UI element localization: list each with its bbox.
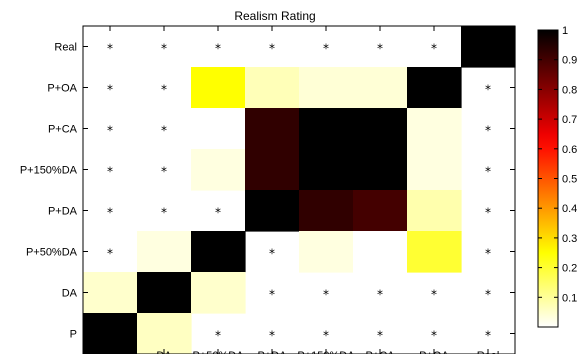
heatmap-cell xyxy=(191,272,246,314)
significance-marker: * xyxy=(485,124,491,138)
significance-marker: * xyxy=(269,288,275,302)
heatmap-cell xyxy=(353,108,408,150)
colorbar-tick-label: 0.6 xyxy=(562,144,577,156)
significance-marker: * xyxy=(269,42,275,56)
x-tick-label: Real xyxy=(477,350,500,354)
significance-marker: * xyxy=(323,42,329,56)
y-tick-label: P+50%DA xyxy=(26,247,78,259)
significance-marker: * xyxy=(161,206,167,220)
heatmap-cell xyxy=(407,67,462,109)
significance-marker: * xyxy=(431,288,437,302)
colorbar-tick-label: 0.7 xyxy=(562,114,577,126)
significance-marker: * xyxy=(215,329,221,343)
significance-marker: * xyxy=(215,42,221,56)
colorbar-tick-label: 0.2 xyxy=(562,263,577,275)
significance-marker: * xyxy=(431,329,437,343)
heatmap-cell xyxy=(245,67,300,109)
significance-marker: * xyxy=(107,83,113,97)
heatmap-cell xyxy=(461,26,516,68)
x-tick-label: P+OA xyxy=(419,350,449,354)
significance-marker: * xyxy=(269,247,275,261)
significance-marker: * xyxy=(215,206,221,220)
y-tick-label: DA xyxy=(62,288,78,300)
heatmap-cell xyxy=(407,190,462,232)
heatmap-cell xyxy=(299,108,354,150)
heatmap-cell xyxy=(407,108,462,150)
colorbar-tick-label: 0.3 xyxy=(562,233,577,245)
significance-marker: * xyxy=(269,329,275,343)
significance-marker: * xyxy=(431,42,437,56)
significance-marker: * xyxy=(485,206,491,220)
heatmap-cell xyxy=(191,67,246,109)
heatmap-cell xyxy=(299,67,354,109)
y-tick-label: P+150%DA xyxy=(20,165,78,177)
significance-marker: * xyxy=(485,247,491,261)
x-axis-labels: P DA P+50%DA P+DA P+150%DA P+CA P+OA Real xyxy=(106,350,499,354)
heatmap-cell xyxy=(353,149,408,191)
heatmap-cell xyxy=(299,190,354,232)
significance-marker: * xyxy=(107,165,113,179)
heatmap-cell xyxy=(245,149,300,191)
colorbar-tick-label: 0.4 xyxy=(562,203,577,215)
axis-ticks-layer xyxy=(83,26,515,354)
x-tick-label: P+DA xyxy=(257,350,287,354)
colorbar-tick-label: 0.1 xyxy=(562,292,577,304)
significance-marker: * xyxy=(107,206,113,220)
y-tick-label: P xyxy=(70,329,77,341)
heatmap-cell xyxy=(137,231,192,273)
y-tick-label: P+CA xyxy=(48,124,78,136)
heatmap-cell xyxy=(245,108,300,150)
plot-frame xyxy=(82,25,516,354)
colorbar-tick-label: 0.5 xyxy=(562,174,577,186)
chart-title: Realism Rating xyxy=(234,9,315,23)
heatmap-cell xyxy=(299,149,354,191)
significance-marker: * xyxy=(485,329,491,343)
significance-marker: * xyxy=(485,83,491,97)
x-tick-label: P+50%DA xyxy=(192,350,244,354)
significance-marker: * xyxy=(377,288,383,302)
significance-marker: * xyxy=(377,329,383,343)
heatmap-cell xyxy=(83,272,138,314)
y-axis-labels: Real P+OA P+CA P+150%DA P+DA P+50%DA DA P xyxy=(20,42,78,341)
significance-marker: * xyxy=(323,288,329,302)
significance-marker: * xyxy=(485,165,491,179)
significance-marker: * xyxy=(161,165,167,179)
y-tick-label: P+OA xyxy=(47,83,77,95)
significance-marker: * xyxy=(161,42,167,56)
heatmap-cell xyxy=(407,231,462,273)
x-tick-label: DA xyxy=(156,350,172,354)
significance-marker: * xyxy=(161,83,167,97)
y-tick-label: Real xyxy=(54,42,77,54)
significance-marker: * xyxy=(377,42,383,56)
colorbar: 0.1 0.2 0.3 0.4 0.5 0.6 0.7 0.8 0.9 1 xyxy=(537,25,577,328)
heatmap-cell xyxy=(83,313,138,354)
heatmap-cell xyxy=(353,190,408,232)
significance-marker: * xyxy=(323,329,329,343)
x-tick-label: P+CA xyxy=(365,350,395,354)
markers-layer: * * * * * * * * * * * * * * * * * * * * * * * * * * * * * * * * * * xyxy=(107,42,491,343)
x-tick-label: P+150%DA xyxy=(297,350,355,354)
heatmap-cell xyxy=(353,67,408,109)
colorbar-tick-label: 1 xyxy=(562,25,568,37)
significance-marker: * xyxy=(107,124,113,138)
heatmap-cell xyxy=(137,313,192,354)
heatmap-cell xyxy=(191,149,246,191)
heatmap-cell xyxy=(191,108,246,150)
significance-marker: * xyxy=(107,42,113,56)
heatmap-cell xyxy=(299,231,354,273)
heatmap-cell xyxy=(245,190,300,232)
heatmap-cell xyxy=(191,231,246,273)
significance-marker: * xyxy=(107,247,113,261)
heatmap-cell xyxy=(137,272,192,314)
heatmap-cell xyxy=(407,149,462,191)
cells-layer xyxy=(83,26,516,354)
x-tick-label: P xyxy=(106,350,113,354)
significance-marker: * xyxy=(161,124,167,138)
colorbar-tick-label: 0.9 xyxy=(562,55,577,67)
heatmap-cell xyxy=(353,231,408,273)
colorbar-tick-label: 0.8 xyxy=(562,84,577,96)
y-tick-label: P+DA xyxy=(48,206,78,218)
significance-marker: * xyxy=(485,288,491,302)
